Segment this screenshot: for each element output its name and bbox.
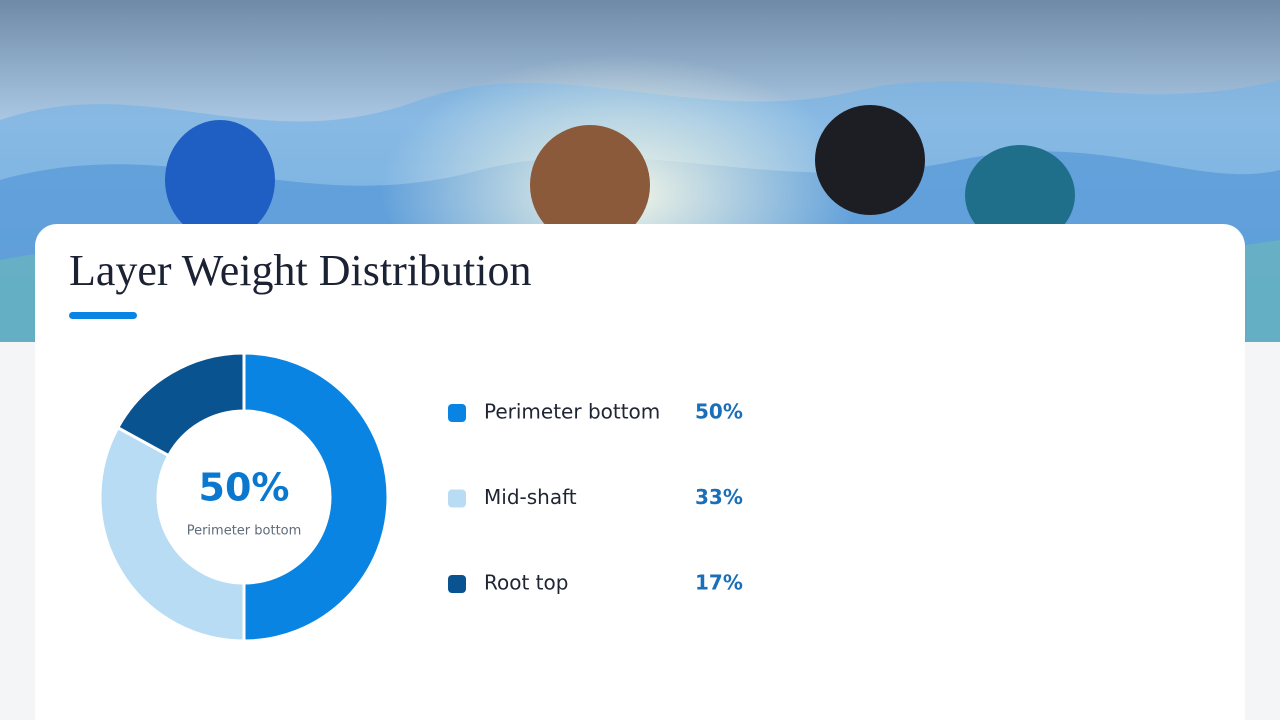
- legend-swatch: [448, 489, 466, 508]
- center-value: 50%: [199, 466, 290, 510]
- legend-swatch: [448, 404, 466, 422]
- legend-value: 50%: [695, 400, 743, 424]
- donut-slice: [242, 351, 390, 643]
- title-underline: [69, 312, 137, 319]
- donut-slice: [115, 351, 246, 458]
- legend-swatch: [448, 575, 466, 593]
- legend-label: Mid-shaft: [484, 485, 577, 509]
- donut-slice: [98, 425, 246, 643]
- legend-value: 33%: [695, 485, 743, 509]
- legend-label: Root top: [484, 571, 568, 595]
- center-label: Perimeter bottom: [187, 524, 302, 539]
- legend-value: 17%: [695, 571, 743, 595]
- chart-title: Layer Weight Distribution: [69, 246, 531, 295]
- legend-label: Perimeter bottom: [484, 400, 660, 424]
